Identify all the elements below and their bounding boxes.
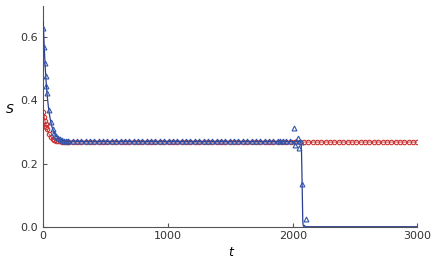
Y-axis label: S: S bbox=[6, 103, 14, 116]
X-axis label: t: t bbox=[228, 246, 233, 259]
